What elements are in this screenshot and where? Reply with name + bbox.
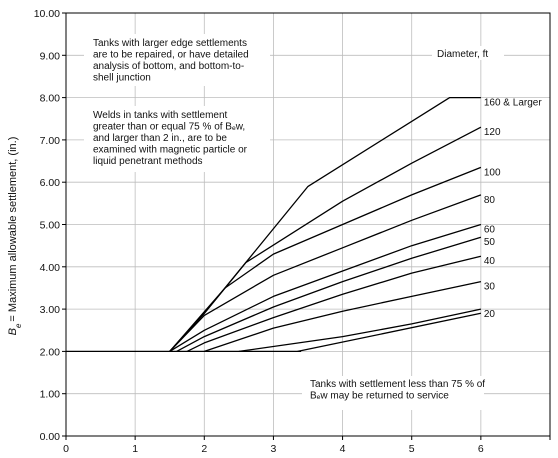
y-tick-label: 6.00 — [40, 177, 61, 189]
y-axis-label-group: Be= Maximum allowable settlement, (in.) — [7, 137, 23, 336]
series-line — [204, 280, 482, 353]
y-tick-label: 5.00 — [40, 220, 61, 232]
annotation-line: greater than or equal 75 % of Bₑw, — [93, 122, 245, 133]
series-line — [297, 312, 482, 353]
series-label: 100 — [484, 167, 501, 178]
y-tick-label: 4.00 — [40, 262, 61, 274]
annotation-box-repair-bg — [84, 34, 270, 86]
x-tick-label: 4 — [340, 443, 346, 455]
series-label: 40 — [484, 256, 496, 267]
y-tick-label: 7.00 — [40, 135, 61, 147]
x-tick-label: 1 — [132, 443, 138, 455]
annotation-line: Tanks with settlement less than 75 % of — [310, 379, 485, 390]
y-tick-label: 0.00 — [40, 431, 61, 443]
y-axis-symbol-subscript: e — [14, 323, 23, 328]
series-label: 120 — [484, 127, 501, 138]
y-tick-label: 8.00 — [40, 93, 61, 105]
series-line — [169, 223, 482, 352]
annotation-box-service-bg — [302, 376, 484, 410]
annotation-box-welds-bg — [84, 106, 270, 172]
x-tick-label: 3 — [271, 443, 277, 455]
series-label: 80 — [484, 195, 496, 206]
series-line — [169, 166, 482, 352]
series-line — [186, 255, 482, 352]
y-axis-label: Be= Maximum allowable settlement, (in.) — [7, 137, 23, 336]
series-label: 50 — [484, 237, 496, 248]
y-axis-label-text: = Maximum allowable settlement, (in.) — [7, 137, 19, 322]
x-tick-label: 6 — [478, 443, 484, 455]
annotation-service: Tanks with settlement less than 75 % of B… — [310, 379, 485, 402]
annotation-line: and larger than 2 in., are to be — [93, 133, 227, 144]
series-line — [176, 236, 482, 352]
annotation-repair: Tanks with larger edge settlements are to… — [93, 38, 249, 84]
x-tick-label: 2 — [201, 443, 207, 455]
y-tick-label: 9.00 — [40, 50, 61, 62]
annotation-line: examined with magnetic particle or — [93, 145, 248, 156]
annotation-line: Tanks with larger edge settlements — [93, 38, 247, 49]
x-tick-label: 5 — [409, 443, 415, 455]
y-tick-label: 1.00 — [40, 389, 61, 401]
legend-title: Diameter, ft — [437, 49, 488, 60]
annotation-welds: Welds in tanks with settlement greater th… — [93, 110, 248, 167]
y-tick-label: 10.00 — [34, 8, 60, 20]
series-label: 60 — [484, 225, 496, 236]
annotation-line: liquid penetrant methods — [93, 156, 203, 167]
axis-ticks: 0.00 1.00 2.00 3.00 4.00 5.00 6.00 7.00 8.00 9.00… — [34, 8, 551, 455]
series-label: 160 & Larger — [484, 98, 542, 109]
series-label: 20 — [484, 309, 496, 320]
y-tick-label: 2.00 — [40, 346, 61, 358]
y-axis-symbol: B — [7, 328, 19, 335]
annotation-line: are to be repaired, or have detailed — [93, 50, 249, 61]
annotation-line: shell junction — [93, 73, 151, 84]
series-label: 30 — [484, 282, 496, 293]
annotation-line: Bₑw may be returned to service — [310, 391, 449, 402]
series-line — [169, 126, 482, 352]
series-lines — [66, 96, 482, 353]
series-line — [169, 194, 482, 352]
x-tick-label: 0 — [63, 443, 69, 455]
series-line — [238, 308, 482, 353]
y-tick-label: 3.00 — [40, 304, 61, 316]
annotation-line: analysis of bottom, and bottom-to- — [93, 61, 244, 72]
annotation-line: Welds in tanks with settlement — [93, 110, 228, 121]
legend-title-bg — [432, 46, 504, 60]
